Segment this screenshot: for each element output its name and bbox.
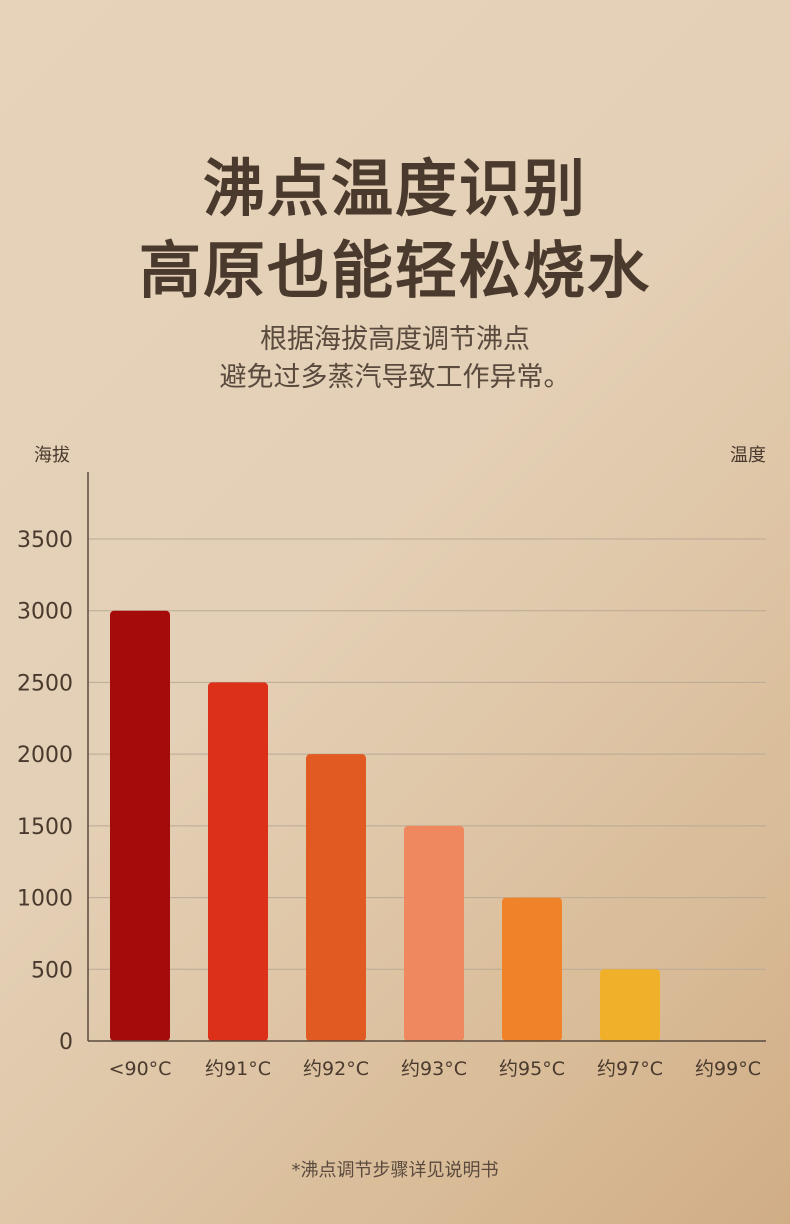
- y-tick-label: 3000: [17, 600, 73, 625]
- bar: [306, 754, 366, 1041]
- headline-line-2: 高原也能轻松烧水: [138, 234, 651, 307]
- x-tick-label: 约92°C: [303, 1058, 369, 1080]
- bar: [110, 610, 170, 1041]
- headline-line-1: 沸点温度识别: [202, 152, 587, 225]
- x-tick-label: 约97°C: [597, 1058, 663, 1080]
- y-tick-label: 1000: [17, 887, 73, 912]
- subtitle-line-1: 根据海拔高度调节沸点: [260, 324, 530, 355]
- y-tick-label: 0: [59, 1030, 73, 1055]
- subtitle-line-2: 避免过多蒸汽导致工作异常。: [219, 362, 571, 393]
- y-axis-label: 海拔: [34, 445, 70, 466]
- footnote: *沸点调节步骤详见说明书: [291, 1160, 499, 1181]
- y-tick-label: 2500: [17, 671, 73, 696]
- x-tick-label: 约95°C: [499, 1058, 565, 1080]
- bar: [502, 897, 562, 1041]
- y-tick-label: 1500: [17, 815, 73, 840]
- y-tick-label: 500: [31, 958, 73, 983]
- x-axis-label: 温度: [730, 445, 766, 466]
- x-tick-label: 约93°C: [401, 1058, 467, 1080]
- bar: [600, 969, 660, 1041]
- x-tick-label: 约99°C: [695, 1058, 761, 1080]
- y-tick-label: 2000: [17, 743, 73, 768]
- x-tick-label: 约91°C: [205, 1058, 271, 1080]
- y-tick-label: 3500: [17, 528, 73, 553]
- bar: [208, 682, 268, 1041]
- x-tick-label: <90°C: [109, 1058, 172, 1080]
- bar: [404, 825, 464, 1041]
